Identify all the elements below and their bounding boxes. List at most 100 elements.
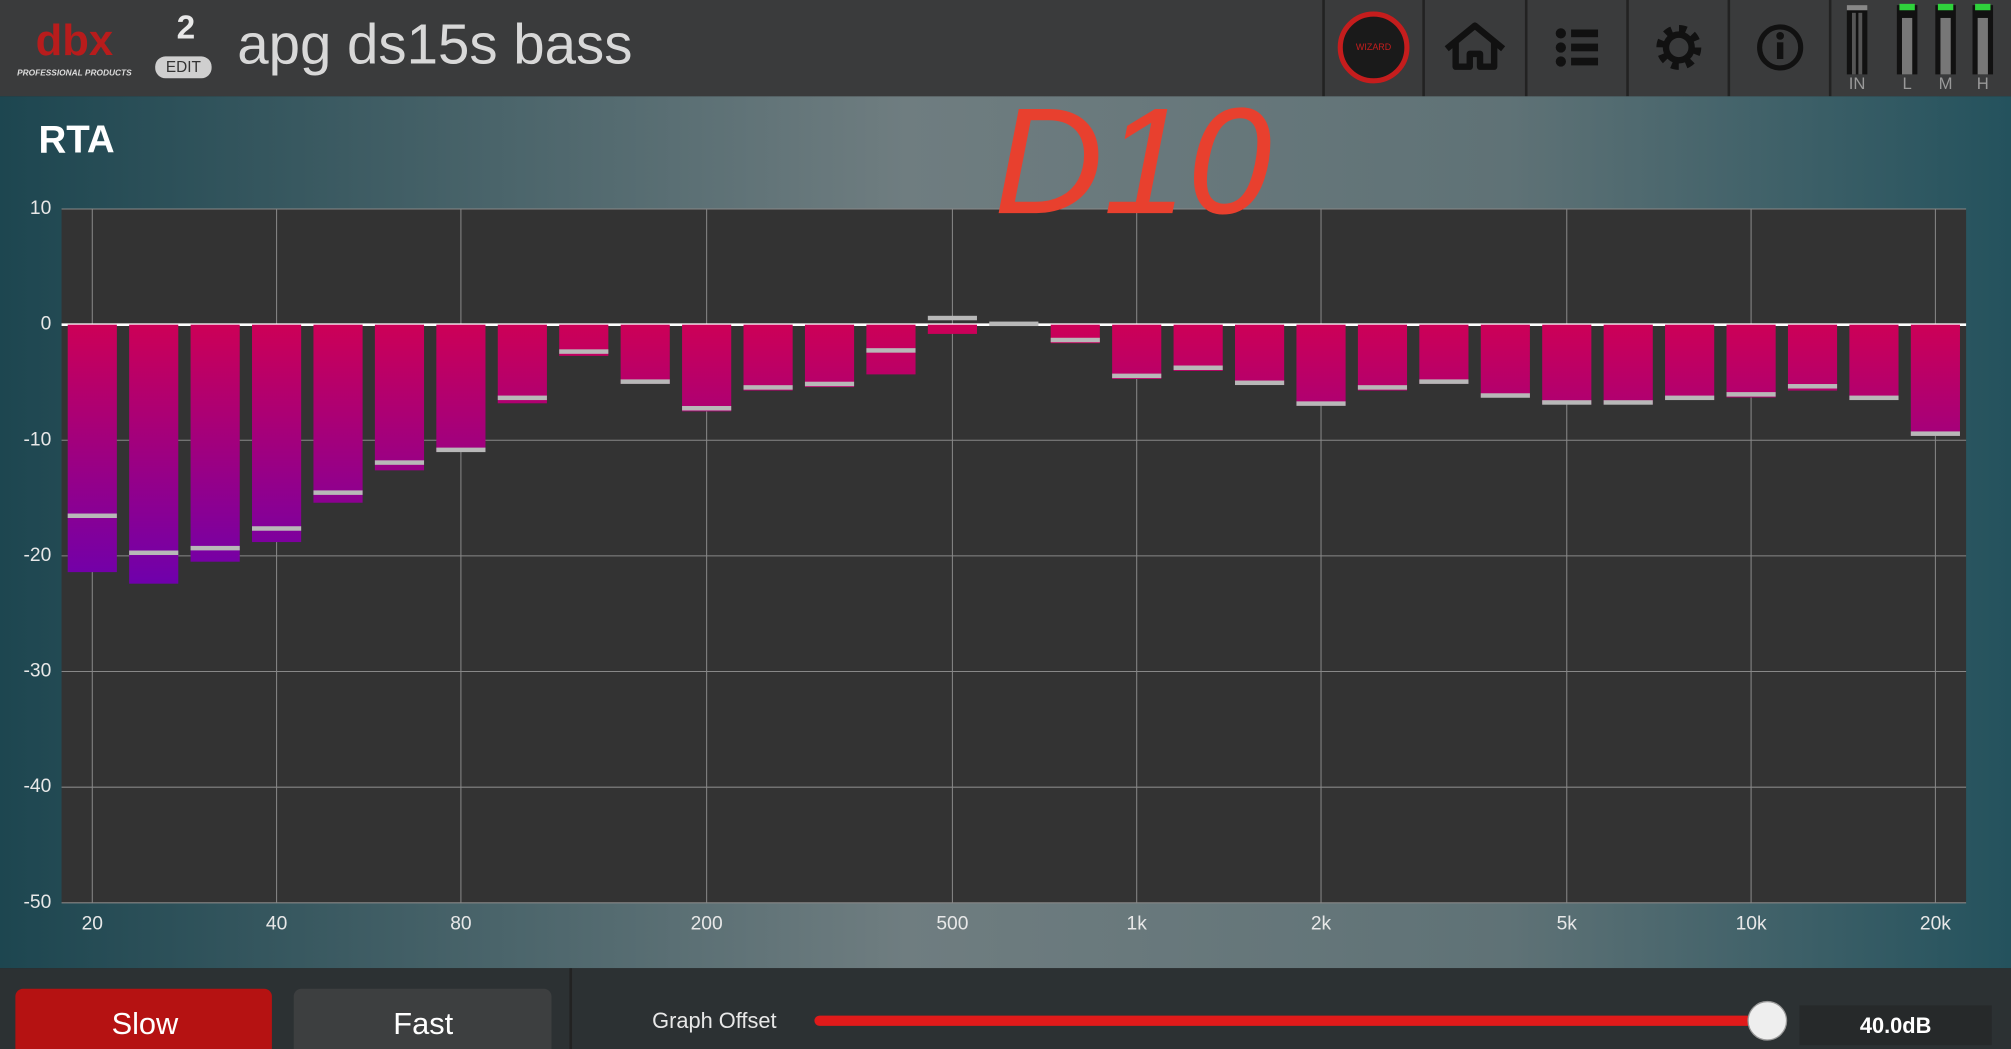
- peak-marker: [1542, 400, 1592, 405]
- settings-icon[interactable]: [1656, 25, 1702, 70]
- offset-value-box: [1799, 1005, 1992, 1046]
- peak-marker: [436, 447, 486, 453]
- rta-bar: [1480, 324, 1530, 398]
- rta-bar: [1357, 324, 1408, 391]
- rta-bar: [497, 324, 547, 404]
- toolbar-separators: [1322, 0, 1832, 97]
- x-tick-label: 1k: [1127, 914, 1148, 935]
- rta-bar: [313, 324, 363, 503]
- peak-marker: [1726, 392, 1776, 397]
- rta-bar: [1726, 324, 1776, 398]
- rta-bar: [436, 324, 486, 452]
- peak-marker: [129, 550, 179, 556]
- y-tick-label: 0: [41, 314, 52, 335]
- y-tick-label: -50: [24, 892, 52, 913]
- home-icon[interactable]: [1444, 22, 1506, 70]
- preset-name: apg ds15s bass: [237, 13, 632, 76]
- info-icon[interactable]: [1757, 24, 1804, 71]
- list-icon[interactable]: [1555, 28, 1599, 67]
- header-bar: [0, 0, 2011, 97]
- peak-marker: [1787, 384, 1838, 389]
- fast-button[interactable]: [293, 988, 552, 1049]
- peak-marker: [1112, 373, 1162, 379]
- fast-label[interactable]: Fast: [393, 1006, 453, 1041]
- x-tick-label: 40: [266, 914, 287, 935]
- peak-marker: [374, 460, 425, 465]
- meter-label: L: [1902, 74, 1911, 93]
- peak-marker: [989, 321, 1039, 327]
- peak-marker: [559, 349, 609, 354]
- peak-marker: [1603, 400, 1653, 405]
- y-tick-label: -10: [24, 429, 52, 450]
- peak-marker: [682, 405, 732, 411]
- rta-bar: [190, 324, 240, 562]
- rta-bar: [1910, 324, 1960, 436]
- logo-subtitle: PROFESSIONAL PRODUCTS: [17, 67, 132, 77]
- x-tick-label: 5k: [1557, 914, 1578, 935]
- peak-marker: [67, 513, 117, 519]
- x-tick-label: 80: [450, 914, 471, 935]
- peak-marker: [866, 348, 916, 353]
- rta-bar: [252, 324, 302, 543]
- peak-marker: [1050, 337, 1100, 343]
- rta-bar: [1296, 324, 1346, 406]
- peak-marker: [927, 315, 977, 321]
- rta-bar: [620, 324, 670, 384]
- meter-label: H: [1977, 74, 1989, 93]
- rta-bar: [374, 324, 425, 471]
- rta-bar: [1849, 324, 1899, 400]
- peak-marker: [620, 379, 670, 384]
- peak-marker: [252, 526, 302, 531]
- rta-bar: [1665, 324, 1715, 400]
- rta-bar: [1542, 324, 1592, 405]
- meter-label: M: [1939, 74, 1953, 93]
- x-tick-label: 20: [82, 914, 103, 935]
- peak-marker: [1296, 401, 1346, 406]
- y-tick-label: -30: [24, 661, 52, 682]
- rta-bar: [927, 324, 977, 334]
- slow-button[interactable]: [15, 988, 272, 1049]
- meter-label: IN: [1849, 74, 1866, 93]
- wizard-button[interactable]: [1337, 11, 1410, 84]
- rta-bar: [1419, 324, 1469, 384]
- logo: dbx: [36, 17, 114, 65]
- peak-marker: [804, 381, 855, 387]
- offset-label: Graph Offset: [652, 1008, 776, 1033]
- wizard-label[interactable]: WIZARD: [1356, 42, 1392, 52]
- offset-slider-track[interactable]: [814, 1015, 1770, 1026]
- rta-chart: 20 40 80 200 500 1k 2k 5k 10k 20k 10 0 -10 -20 -30 -40 -…: [24, 198, 1967, 935]
- edit-label[interactable]: EDIT: [166, 59, 202, 76]
- peak-marker: [1357, 385, 1408, 390]
- rta-bar: [743, 324, 793, 391]
- slow-label[interactable]: Slow: [112, 1006, 179, 1041]
- peak-marker: [1480, 393, 1530, 398]
- rta-bar: [1603, 324, 1653, 405]
- offset-slider-knob[interactable]: [1747, 1000, 1788, 1041]
- y-tick-label: -20: [24, 545, 52, 566]
- peak-marker: [1419, 379, 1469, 384]
- peak-marker: [1849, 395, 1899, 401]
- rta-bar: [1787, 324, 1838, 391]
- level-meters: [1846, 3, 1994, 75]
- rta-bar: [67, 324, 117, 573]
- chart-title: RTA: [38, 119, 114, 162]
- peak-marker: [497, 395, 547, 401]
- y-tick-label: -40: [24, 776, 52, 797]
- rta-bar: [1173, 324, 1223, 371]
- x-tick-label: 10k: [1736, 914, 1767, 935]
- peak-marker: [1173, 365, 1223, 371]
- handwritten-annotation: D10: [994, 77, 1272, 246]
- edit-badge[interactable]: [155, 56, 212, 79]
- preset-number: 2: [177, 9, 196, 46]
- x-tick-label: 2k: [1311, 914, 1332, 935]
- rta-bar: [1235, 324, 1285, 385]
- peak-marker: [1910, 431, 1960, 436]
- x-tick-label: 500: [936, 914, 968, 935]
- peak-marker: [313, 490, 363, 495]
- peak-marker: [1235, 380, 1285, 386]
- rta-bar: [804, 324, 855, 388]
- peak-marker: [1665, 395, 1715, 401]
- peak-marker: [190, 545, 240, 551]
